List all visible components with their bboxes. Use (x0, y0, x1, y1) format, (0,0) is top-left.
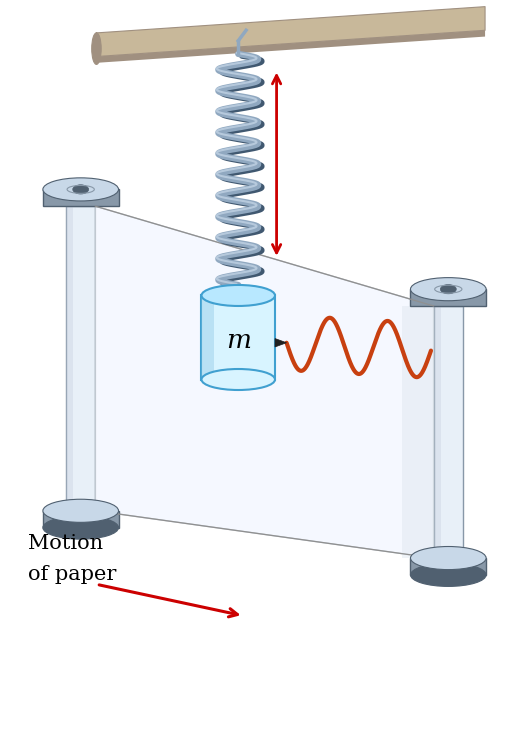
Ellipse shape (202, 369, 275, 390)
FancyBboxPatch shape (434, 306, 441, 558)
Ellipse shape (43, 516, 118, 539)
Ellipse shape (73, 184, 89, 194)
FancyBboxPatch shape (43, 511, 118, 528)
FancyBboxPatch shape (202, 295, 214, 379)
Ellipse shape (440, 285, 456, 294)
Text: of paper: of paper (28, 565, 116, 584)
Ellipse shape (92, 33, 101, 64)
Ellipse shape (411, 563, 486, 587)
Ellipse shape (411, 547, 486, 570)
FancyBboxPatch shape (434, 306, 463, 558)
Ellipse shape (202, 285, 275, 306)
Text: m: m (226, 328, 251, 353)
Polygon shape (95, 206, 434, 558)
FancyBboxPatch shape (202, 295, 275, 379)
Polygon shape (96, 7, 485, 57)
Ellipse shape (411, 277, 486, 300)
FancyBboxPatch shape (66, 206, 74, 511)
Polygon shape (402, 306, 434, 558)
Text: Motion: Motion (28, 534, 103, 553)
FancyBboxPatch shape (411, 289, 486, 306)
FancyBboxPatch shape (66, 206, 95, 511)
Polygon shape (275, 339, 287, 347)
FancyBboxPatch shape (43, 190, 118, 206)
Ellipse shape (43, 499, 118, 523)
Polygon shape (96, 30, 485, 63)
Ellipse shape (43, 178, 118, 201)
FancyBboxPatch shape (411, 558, 486, 575)
